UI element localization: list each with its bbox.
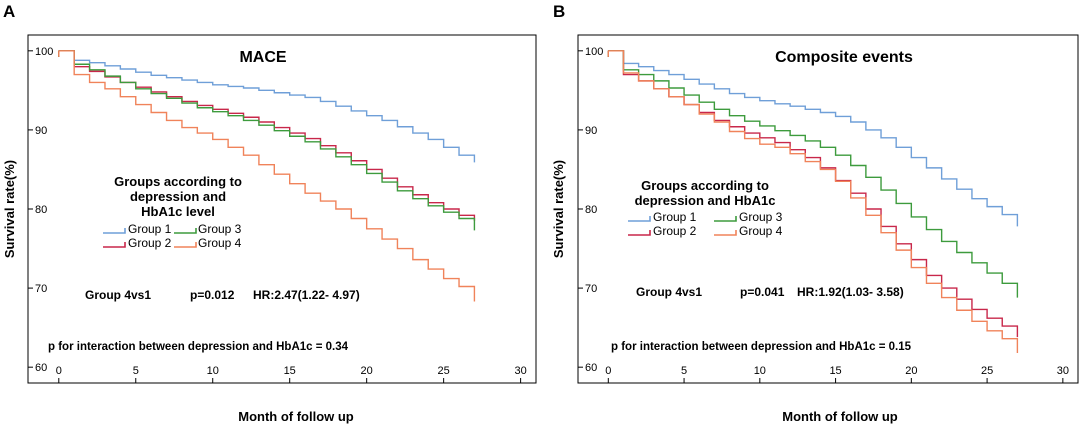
panel-b-y-tick-label: 100 bbox=[585, 46, 603, 58]
panel-b-y-tick-label: 70 bbox=[585, 283, 597, 295]
panel-a-y-tick-label: 90 bbox=[35, 125, 47, 137]
panel-a-legend-label-group-2: Group 2 bbox=[128, 236, 172, 250]
panel-b-y-tick-label: 60 bbox=[585, 362, 597, 374]
panel-b-x-tick-label: 5 bbox=[681, 365, 687, 377]
panel-a-legend-title-line-2: depression and bbox=[130, 189, 226, 204]
panel-b-x-tick-label: 15 bbox=[829, 365, 841, 377]
panel-a-p-value: p=0.012 bbox=[190, 288, 235, 302]
panel-a-y-tick-label: 60 bbox=[35, 362, 47, 374]
panel-a-x-tick-label: 10 bbox=[207, 365, 219, 377]
panel-a-legend-label-group-4: Group 4 bbox=[198, 236, 242, 250]
panel-b-y-tick-label: 80 bbox=[585, 204, 597, 216]
panel-b-legend-swatch-group-4 bbox=[714, 230, 737, 236]
panel-b-legend-title-line-1: Groups according to bbox=[641, 178, 769, 193]
panel-a-comparison-label: Group 4vs1 bbox=[85, 288, 151, 302]
panel-b-title: Composite events bbox=[775, 49, 913, 66]
panel-a-x-tick-label: 15 bbox=[284, 365, 296, 377]
panel-a-y-tick-label: 100 bbox=[35, 46, 53, 58]
panel-a-legend-swatch-group-4 bbox=[174, 242, 197, 248]
panel-a-legend-swatch-group-1 bbox=[103, 228, 126, 234]
panel-b-series bbox=[607, 50, 1019, 353]
panel-a-y-tick-label: 70 bbox=[35, 283, 47, 295]
panel-a: A MACE 60 70 80 90 100 0 5 10 15 20 25 30 Survival… bbox=[2, 2, 537, 424]
panel-a-hazard-ratio: HR:2.47(1.22- 4.97) bbox=[253, 288, 360, 302]
panel-a-x-tick-label: 20 bbox=[361, 365, 373, 377]
panel-a-title: MACE bbox=[239, 49, 286, 66]
panel-a-legend-swatch-group-3 bbox=[174, 228, 197, 234]
panel-a-series-group-3 bbox=[58, 50, 476, 231]
panel-b-legend-swatch-group-2 bbox=[628, 230, 651, 236]
panel-b-p-value: p=0.041 bbox=[740, 285, 785, 299]
panel-a-legend-title-line-1: Groups according to bbox=[114, 174, 242, 189]
panel-b-legend-label-group-2: Group 2 bbox=[653, 224, 697, 238]
panel-b-legend-swatch-group-1 bbox=[628, 216, 651, 222]
panel-a-series-group-4 bbox=[58, 50, 476, 302]
panel-b-y-ticks: 60 70 80 90 100 bbox=[578, 46, 603, 374]
panel-a-x-tick-label: 0 bbox=[56, 365, 62, 377]
panel-a-x-axis-label: Month of follow up bbox=[238, 409, 354, 424]
panel-b-x-tick-label: 10 bbox=[754, 365, 766, 377]
panel-a-x-tick-label: 25 bbox=[438, 365, 450, 377]
panel-b-comparison-label: Group 4vs1 bbox=[636, 285, 702, 299]
panel-b-legend-label-group-1: Group 1 bbox=[653, 210, 697, 224]
panel-b-y-tick-label: 90 bbox=[585, 125, 597, 137]
panel-b-x-tick-label: 20 bbox=[905, 365, 917, 377]
panel-a-series-group-2 bbox=[58, 50, 476, 221]
panel-a-plot-frame bbox=[27, 34, 537, 384]
panel-a-y-tick-label: 80 bbox=[35, 204, 47, 216]
panel-b-series-group-3 bbox=[608, 50, 1019, 298]
panel-a-legend: Groups according to depression and HbA1c… bbox=[103, 174, 242, 250]
panel-a-x-tick-label: 5 bbox=[133, 365, 139, 377]
panel-b-series-group-4 bbox=[608, 50, 1019, 353]
panel-b-hazard-ratio: HR:1.92(1.03- 3.58) bbox=[797, 285, 904, 299]
panel-b-x-tick-label: 0 bbox=[605, 365, 611, 377]
panel-b-legend-label-group-3: Group 3 bbox=[739, 210, 783, 224]
panel-b-plot-frame bbox=[577, 34, 1079, 384]
panel-b-interaction-note: p for interaction between depression and… bbox=[611, 341, 912, 353]
panel-a-legend-title-line-3: HbA1c level bbox=[141, 204, 215, 219]
panel-b-x-ticks: 0 5 10 15 20 25 30 bbox=[605, 365, 1069, 383]
panel-b-x-axis-label: Month of follow up bbox=[782, 409, 898, 424]
panel-a-y-ticks: 60 70 80 90 100 bbox=[28, 46, 53, 374]
panel-b-legend-label-group-4: Group 4 bbox=[739, 224, 783, 238]
panel-b-x-tick-label: 25 bbox=[981, 365, 993, 377]
panel-b-x-tick-label: 30 bbox=[1057, 365, 1069, 377]
panel-a-interaction-note: p for interaction between depression and… bbox=[48, 341, 349, 353]
panel-b: B Composite events 60 70 80 90 100 0 5 10 15 20 2… bbox=[551, 2, 1079, 424]
panel-a-letter: A bbox=[3, 2, 15, 21]
panel-b-legend-title-line-2: depression and HbA1c bbox=[635, 193, 776, 208]
panel-a-legend-label-group-1: Group 1 bbox=[128, 222, 172, 236]
panel-b-legend-swatch-group-3 bbox=[714, 216, 737, 222]
panel-a-y-axis-label: Survival rate(%) bbox=[2, 160, 17, 258]
panel-a-series-group-1 bbox=[58, 50, 476, 163]
panel-b-series-group-1 bbox=[608, 50, 1019, 227]
panel-a-x-ticks: 0 5 10 15 20 25 30 bbox=[56, 365, 527, 383]
panel-b-y-axis-label: Survival rate(%) bbox=[551, 160, 566, 258]
panel-a-x-tick-label: 30 bbox=[514, 365, 526, 377]
panel-b-legend: Groups according to depression and HbA1c… bbox=[628, 178, 783, 238]
panel-a-legend-label-group-3: Group 3 bbox=[198, 222, 242, 236]
panel-a-legend-swatch-group-2 bbox=[103, 242, 126, 248]
panel-b-letter: B bbox=[553, 2, 565, 21]
panel-a-series bbox=[58, 50, 476, 302]
